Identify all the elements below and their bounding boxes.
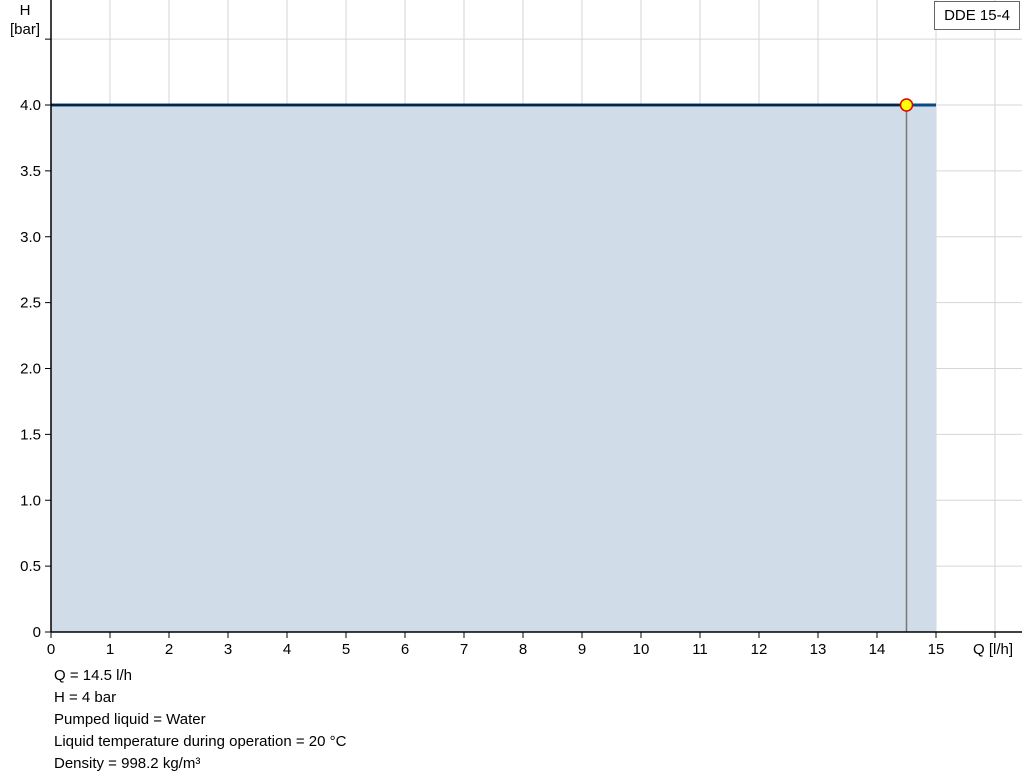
y-tick-label: 2.5 [20, 295, 41, 312]
x-tick-label: 0 [47, 641, 55, 658]
info-liquid: Pumped liquid = Water [54, 711, 206, 728]
x-tick-label: 15 [928, 641, 945, 658]
x-tick-label: 13 [810, 641, 827, 658]
y-tick-label: 3.0 [20, 229, 41, 246]
y-tick-label: 0 [33, 624, 41, 641]
x-tick-label: 7 [460, 641, 468, 658]
info-flow: Q = 14.5 l/h [54, 667, 132, 684]
operating-point-marker [899, 98, 914, 112]
x-tick-label: 4 [283, 641, 291, 658]
y-axis-label: H [20, 2, 31, 19]
y-tick-label: 1.5 [20, 426, 41, 443]
x-tick-label: 2 [165, 641, 173, 658]
operating-info: Q = 14.5 l/h H = 4 bar Pumped liquid = W… [54, 665, 346, 775]
y-tick-label: 2.0 [20, 361, 41, 378]
x-axis-label: Q [l/h] [973, 641, 1013, 658]
x-tick-label: 1 [106, 641, 114, 658]
x-tick-label: 5 [342, 641, 350, 658]
info-temperature: Liquid temperature during operation = 20… [54, 733, 347, 750]
y-tick-label: 3.5 [20, 163, 41, 180]
x-tick-label: 3 [224, 641, 232, 658]
x-tick-label: 10 [633, 641, 650, 658]
curve-area-fill [51, 105, 936, 632]
x-tick-label: 8 [519, 641, 527, 658]
info-head: H = 4 bar [54, 689, 117, 706]
y-tick-label: 1.0 [20, 492, 41, 509]
y-axis-unit: [bar] [10, 21, 40, 38]
x-tick-label: 14 [869, 641, 886, 658]
x-tick-label: 12 [751, 641, 768, 658]
legend-product-label: DDE 15-4 [934, 1, 1020, 30]
x-tick-label: 6 [401, 641, 409, 658]
x-tick-label: 9 [578, 641, 586, 658]
info-density: Density = 998.2 kg/m³ [54, 755, 201, 772]
y-tick-label: 0.5 [20, 558, 41, 575]
y-tick-label: 4.0 [20, 97, 41, 114]
x-tick-label: 11 [692, 641, 708, 658]
